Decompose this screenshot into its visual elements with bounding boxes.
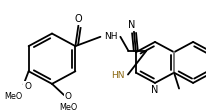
- Text: O: O: [64, 92, 71, 101]
- Text: N: N: [151, 85, 158, 95]
- Text: MeO: MeO: [59, 103, 77, 111]
- Text: HN: HN: [111, 71, 124, 80]
- Text: NH: NH: [103, 32, 117, 41]
- Text: MeO: MeO: [5, 92, 23, 101]
- Text: O: O: [74, 14, 82, 24]
- Text: N: N: [128, 20, 135, 30]
- Text: O: O: [24, 82, 31, 91]
